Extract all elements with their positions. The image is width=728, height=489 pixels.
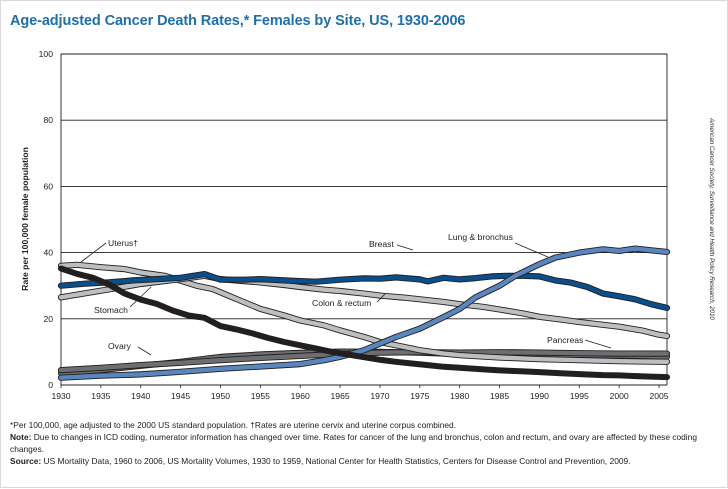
x-tick-label: 1935 bbox=[91, 391, 110, 401]
x-tick-label: 1965 bbox=[331, 391, 350, 401]
series-label-stomach: Stomach bbox=[94, 305, 128, 315]
source-label: Source: bbox=[10, 456, 42, 467]
source-note: Source: US Mortality Data, 1960 to 2006,… bbox=[10, 456, 710, 467]
y-tick-label: 100 bbox=[39, 49, 54, 59]
series-label-uterus: Uterus† bbox=[108, 238, 138, 248]
y-tick-label: 80 bbox=[43, 115, 53, 125]
series-labels: Breast Lung & bronchus Colon & rectum Uteru… bbox=[80, 232, 612, 356]
series-line-lung-bronchus bbox=[58, 246, 670, 380]
x-tick-label: 1975 bbox=[410, 391, 429, 401]
x-tick-label: 2000 bbox=[610, 391, 629, 401]
y-axis-label: Rate per 100,000 female population bbox=[20, 147, 30, 291]
x-tick-label: 2005 bbox=[649, 391, 668, 401]
y-tick-label: 0 bbox=[48, 380, 53, 390]
x-tick-label: 1980 bbox=[450, 391, 469, 401]
footnotes: *Per 100,000, age adjusted to the 2000 U… bbox=[10, 420, 710, 469]
leader-line-breast bbox=[396, 244, 414, 251]
x-tick-label: 1995 bbox=[570, 391, 589, 401]
x-tick-label: 1960 bbox=[291, 391, 310, 401]
asterisk-note: *Per 100,000, age adjusted to the 2000 U… bbox=[10, 420, 457, 430]
source-text: US Mortality Data, 1960 to 2006, US Mort… bbox=[43, 456, 631, 467]
chart-title: Age-adjusted Cancer Death Rates,* Female… bbox=[10, 13, 466, 29]
series-label-pancreas: Pancreas bbox=[547, 335, 583, 345]
series-label-breast: Breast bbox=[369, 239, 394, 249]
x-tick-label: 1955 bbox=[251, 391, 270, 401]
note-label: Note: bbox=[10, 432, 32, 443]
x-tick-label: 1970 bbox=[370, 391, 389, 401]
y-tick-label: 20 bbox=[43, 314, 53, 324]
coding-note: Note: Due to changes in ICD coding, nume… bbox=[10, 432, 710, 455]
series-lines bbox=[57, 245, 671, 381]
leader-line-colon-rectum bbox=[376, 293, 386, 303]
series-label-ovary: Ovary bbox=[108, 341, 132, 351]
note-text: Due to changes in ICD coding, numerator … bbox=[10, 432, 697, 454]
x-tick-label: 1990 bbox=[530, 391, 549, 401]
x-tick-label: 1940 bbox=[131, 391, 150, 401]
axes: 0 20 40 60 80 100 1930 1935 1940 1945 1950 1955 1960… bbox=[39, 49, 669, 401]
y-tick-label: 40 bbox=[43, 248, 53, 258]
series-label-colon-rectum: Colon & rectum bbox=[312, 298, 371, 308]
credit-text: American Cancer Society, Surveillance an… bbox=[708, 117, 715, 320]
x-tick-label: 1945 bbox=[171, 391, 190, 401]
y-tick-label: 60 bbox=[43, 181, 53, 191]
series-outline-stomach bbox=[58, 265, 670, 381]
leader-line-stomach bbox=[129, 286, 152, 308]
series-line-breast bbox=[58, 271, 670, 311]
leader-line-ovary bbox=[137, 346, 152, 356]
leader-line-lung-bronchus bbox=[514, 242, 549, 258]
series-label-lung-bronchus: Lung & bronchus bbox=[448, 232, 513, 242]
leader-line-uterus bbox=[80, 242, 107, 263]
leader-line-pancreas bbox=[584, 339, 612, 349]
x-tick-label: 1985 bbox=[490, 391, 509, 401]
x-tick-label: 1930 bbox=[51, 391, 70, 401]
x-tick-label: 1950 bbox=[211, 391, 230, 401]
series-line-uterus bbox=[58, 262, 670, 364]
